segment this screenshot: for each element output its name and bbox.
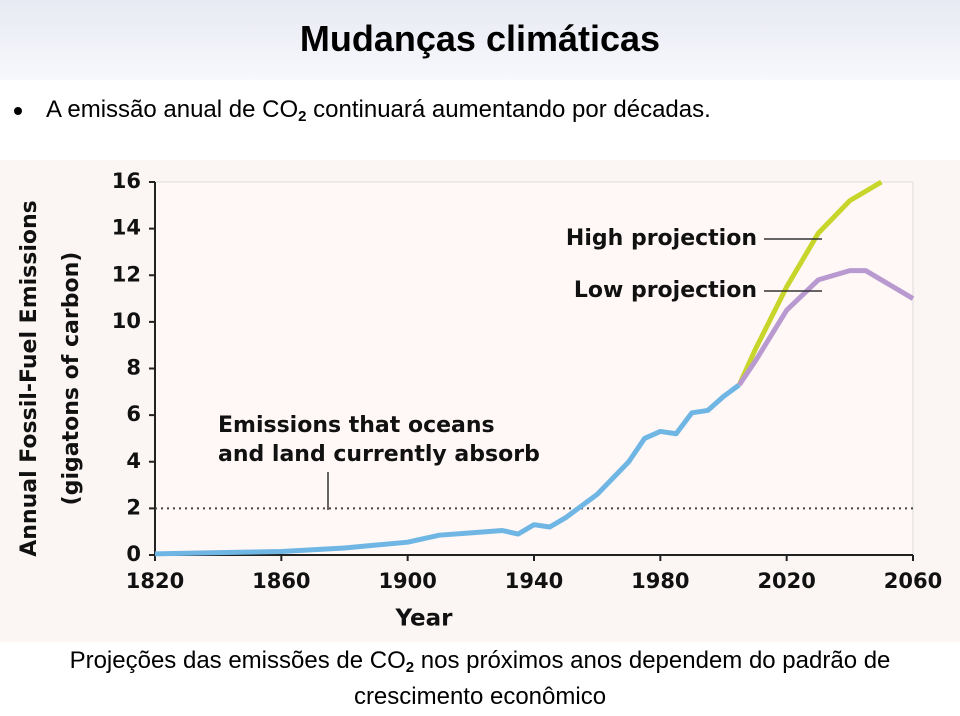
annotation: and land currently absorb <box>218 442 540 467</box>
series-line <box>154 382 741 557</box>
y-tick-label: 14 <box>112 216 141 240</box>
x-tick-label: 1980 <box>631 569 689 593</box>
annotation: Emissions that oceans <box>218 413 495 438</box>
caption-text: nos próximos anos dependem do padrão de <box>420 647 891 674</box>
x-tick-label: 1940 <box>505 569 563 593</box>
series-label: Low projection <box>574 278 757 303</box>
series-line <box>737 179 883 386</box>
x-tick-label: 1820 <box>126 569 184 593</box>
y-tick-label: 2 <box>126 495 141 519</box>
header-band <box>0 0 960 80</box>
bullet-dot <box>14 106 22 115</box>
series-line <box>737 268 915 387</box>
y-tick-label: 0 <box>126 542 141 566</box>
bullet-text: A emissão anual de CO <box>46 96 299 123</box>
caption-text: Projeções das emissões de CO <box>69 647 406 674</box>
y-tick-label: 8 <box>126 356 141 380</box>
bullet: A emissão anual de CO2 continuará aument… <box>14 96 711 125</box>
plot-area <box>154 181 914 556</box>
y-tick-label: 6 <box>126 402 141 426</box>
caption-text: crescimento econômico <box>353 683 607 710</box>
x-tick-label: 1900 <box>378 569 436 593</box>
y-axis-label: (gigatons of carbon) <box>59 252 84 506</box>
subscript: 2 <box>298 108 307 125</box>
y-tick-label: 12 <box>112 262 141 286</box>
caption: Projeções das emissões de CO2 nos próxim… <box>0 646 960 711</box>
x-axis-label: Year <box>394 606 453 632</box>
x-tick-label: 2060 <box>884 569 942 593</box>
chart: 0 2 4 6 8 10 12 14 16 1820 1860 1900 1940 1980 2020 206… <box>0 160 960 642</box>
y-axis-label: Annual Fossil-Fuel Emissions <box>17 200 42 557</box>
slide-title: Mudanças climáticas <box>299 18 661 59</box>
subscript: 2 <box>405 659 415 676</box>
series-label: High projection <box>566 226 757 251</box>
x-tick-label: 2020 <box>757 569 815 593</box>
x-tick-label: 1860 <box>252 569 310 593</box>
y-tick-label: 4 <box>126 449 141 473</box>
y-tick-label: 16 <box>112 169 141 193</box>
y-tick-label: 10 <box>112 309 141 333</box>
bullet-text: continuará aumentando por décadas. <box>313 96 711 123</box>
